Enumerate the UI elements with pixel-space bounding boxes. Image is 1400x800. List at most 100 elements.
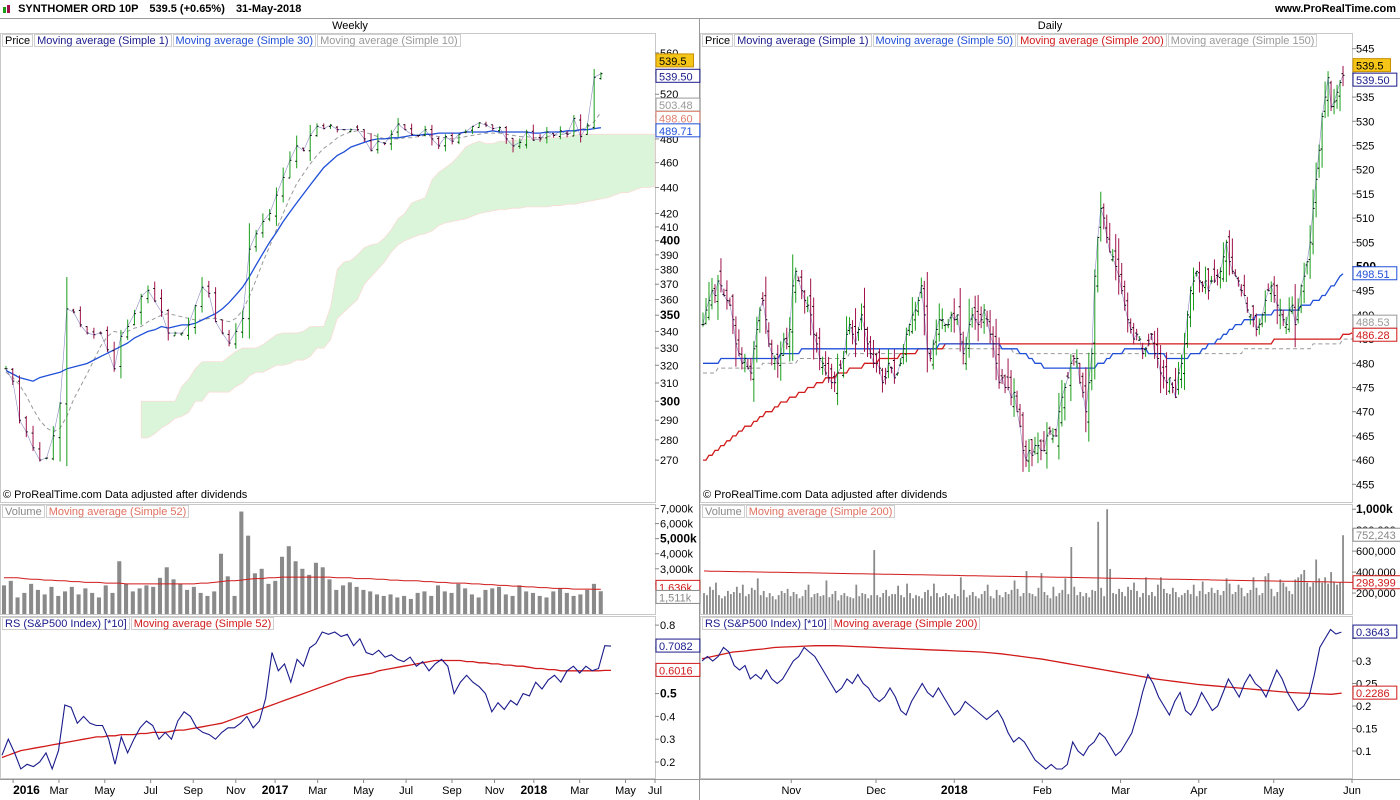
volume-bar — [239, 511, 244, 614]
volume-bar — [205, 595, 210, 614]
legend-sma1[interactable]: Moving average (Simple 1) — [734, 34, 872, 47]
daily-price-tick-label: 530 — [1356, 116, 1374, 128]
sma30-line — [5, 127, 601, 382]
volume-bar — [110, 592, 115, 614]
weekly-cloud-label-box — [655, 110, 701, 125]
daily-last-price-label-box — [1352, 58, 1391, 73]
volume-bar — [1183, 593, 1186, 614]
volume-bar — [813, 594, 816, 614]
volume-bar — [858, 596, 861, 614]
volume-bar — [388, 594, 393, 614]
weekly-price-tick-label: 340 — [660, 326, 678, 338]
weekly-x-label: 2018 — [520, 783, 547, 797]
volume-bar — [1234, 592, 1237, 614]
volume-bar — [1258, 595, 1261, 614]
volume-bar — [483, 589, 488, 614]
weekly-price-tick-label: 300 — [660, 394, 680, 408]
daily-x-label: Dec — [866, 785, 886, 797]
volume-bar — [1013, 580, 1016, 614]
legend-rs[interactable]: RS (S&P500 Index) [*10] — [702, 617, 830, 630]
legend-sma30[interactable]: Moving average (Simple 30) — [172, 34, 317, 47]
legend-rs-sma200[interactable]: Moving average (Simple 200) — [830, 617, 981, 630]
legend-sma150[interactable]: Moving average (Simple 150) — [1167, 34, 1318, 47]
legend-volume[interactable]: Volume — [702, 505, 745, 518]
volume-bar — [968, 595, 971, 614]
daily-volume-tick-label: 400,000 — [1356, 567, 1396, 579]
daily-volume-last-label-box — [1352, 527, 1400, 542]
volume-bar — [571, 595, 576, 614]
legend-sma1[interactable]: Moving average (Simple 1) — [34, 34, 172, 47]
weekly-watermark: © ProRealTime.com Data adjusted after di… — [3, 489, 248, 501]
legend-price[interactable]: Price — [702, 34, 734, 47]
weekly-sma30-label-box — [655, 123, 701, 138]
volume-bar — [307, 574, 312, 614]
volume-bar — [915, 595, 917, 614]
legend-volume[interactable]: Volume — [2, 505, 45, 518]
volume-bar — [1064, 578, 1067, 614]
volume-bar — [42, 594, 47, 614]
volume-bar — [1213, 593, 1216, 614]
volume-bar — [903, 597, 905, 614]
legend-rs-sma52[interactable]: Moving average (Simple 52) — [130, 617, 275, 630]
legend-volume-sma52[interactable]: Moving average (Simple 52) — [45, 505, 190, 518]
daily-last-price-label: 539.5 — [1356, 61, 1384, 73]
daily-price-legend: Price Moving average (Simple 1) Moving a… — [702, 34, 1318, 47]
volume-bar — [62, 591, 68, 614]
volume-bar — [953, 594, 956, 614]
volume-bar — [718, 595, 720, 614]
volume-bar — [936, 593, 938, 614]
volume-bar — [810, 597, 813, 614]
volume-bar — [798, 598, 801, 614]
legend-sma50[interactable]: Moving average (Simple 50) — [872, 34, 1017, 47]
daily-x-label: Jun — [1343, 785, 1361, 797]
weekly-rs-tick-label: 0.6 — [660, 666, 675, 678]
volume-bar — [947, 595, 950, 614]
legend-rs[interactable]: RS (S&P500 Index) [*10] — [2, 617, 130, 630]
quote-date: 31-May-2018 — [235, 3, 302, 15]
volume-bar — [864, 594, 867, 614]
volume-bar — [909, 593, 911, 614]
weekly-panel-title: Weekly — [332, 20, 368, 32]
volume-bar — [1282, 582, 1285, 614]
volume-bar — [732, 592, 735, 614]
legend-sma200[interactable]: Moving average (Simple 200) — [1017, 34, 1167, 47]
volume-bar — [1127, 586, 1129, 614]
volume-bar — [1264, 576, 1267, 614]
legend-price[interactable]: Price — [2, 34, 34, 47]
volume-bar — [1139, 597, 1141, 614]
daily-price-tick-label: 475 — [1356, 383, 1374, 395]
daily-rs-line — [701, 628, 1342, 770]
volume-bar — [435, 585, 441, 614]
weekly-sma30-label: 489.71 — [659, 126, 693, 138]
volume-bar — [1100, 587, 1103, 614]
sma1-line — [5, 73, 602, 461]
website-link[interactable]: www.ProRealTime.com — [1274, 3, 1396, 15]
legend-sma10[interactable]: Moving average (Simple 10) — [317, 34, 461, 47]
volume-bar — [124, 583, 129, 614]
weekly-rs-legend: RS (S&P500 Index) [*10] Moving average (… — [2, 617, 275, 630]
daily-volume-sma-line — [704, 570, 1364, 584]
daily-volume-sma-label: 298,399 — [1356, 578, 1396, 590]
volume-bar — [703, 593, 705, 614]
weekly-cloud-label: 498.60 — [659, 113, 693, 125]
volume-bar — [259, 568, 264, 614]
volume-bar — [35, 589, 40, 614]
daily-volume-legend: Volume Moving average (Simple 200) — [702, 505, 896, 518]
volume-bar — [1058, 593, 1061, 614]
volume-bar — [313, 562, 318, 614]
weekly-rs-sma-label: 0.6016 — [659, 665, 693, 677]
volume-bar — [867, 598, 870, 614]
daily-price-tick-label: 535 — [1356, 92, 1374, 104]
volume-bar — [1216, 589, 1219, 614]
daily-price-tick-label: 500 — [1356, 260, 1376, 274]
daily-price-tick-label: 460 — [1356, 455, 1374, 467]
weekly-volume-tick-label: 5,000k — [660, 532, 697, 546]
daily-x-label: Mar — [1111, 785, 1130, 797]
volume-bar — [992, 598, 995, 614]
volume-bar — [334, 589, 339, 614]
volume-bar — [998, 595, 1001, 614]
legend-volume-sma200[interactable]: Moving average (Simple 200) — [745, 505, 896, 518]
weekly-x-label: May — [94, 785, 115, 797]
volume-bar — [846, 596, 849, 614]
